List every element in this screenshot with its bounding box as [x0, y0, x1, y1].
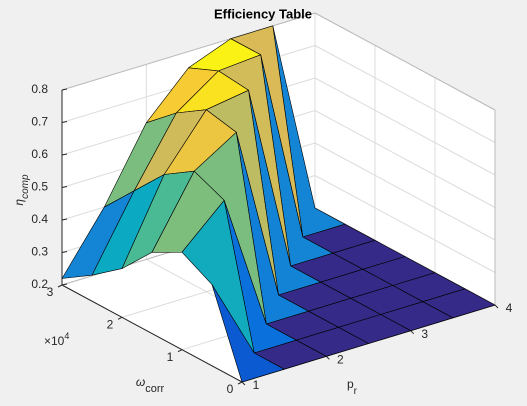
surface-patch — [211, 284, 285, 383]
x-axis-label: pr — [347, 377, 358, 396]
grid-line — [314, 142, 496, 241]
x-tick-label: 1 — [253, 378, 260, 392]
x-label-main: p — [347, 377, 354, 391]
grid-line — [314, 175, 496, 273]
x-label-sub: r — [354, 386, 358, 397]
tick-mark — [61, 283, 68, 286]
z-label-sub: comp — [20, 174, 31, 199]
z-axis-label: ηcomp — [12, 174, 30, 206]
tick-mark — [177, 349, 183, 353]
tick-mark — [61, 186, 68, 188]
x-tick-label: 3 — [421, 327, 428, 341]
z-label-main: η — [12, 199, 26, 206]
axis-line — [61, 284, 243, 383]
y-axis-label: ωcorr — [136, 375, 165, 395]
y-tick-label: 1 — [167, 350, 174, 364]
chart-title: Efficiency Table — [214, 6, 312, 21]
tick-mark — [61, 153, 68, 156]
tick-mark — [61, 121, 68, 123]
tick-mark — [237, 381, 243, 385]
axes — [57, 12, 499, 386]
z-tick-label: 0.6 — [31, 147, 48, 161]
tick-mark — [61, 251, 68, 253]
z-tick-label: 0.4 — [31, 212, 48, 226]
z-tick-label: 0.5 — [31, 180, 48, 194]
tick-mark — [57, 284, 63, 288]
tick-mark — [61, 88, 68, 91]
tick-mark — [325, 355, 330, 360]
z-tick-label: 0.3 — [31, 245, 48, 259]
grid-line — [314, 110, 496, 208]
grid-line — [314, 45, 496, 143]
y-label-sub: corr — [145, 383, 164, 395]
tick-mark — [494, 304, 499, 309]
y-tick-label: 3 — [47, 285, 54, 299]
tick-mark — [117, 316, 123, 320]
z-tick-label: 0.8 — [31, 82, 48, 96]
grid-line — [314, 77, 496, 176]
x-tick-label: 4 — [506, 301, 513, 315]
y-exponent-base: ×10 — [44, 334, 65, 348]
z-tick-label: 0.2 — [31, 277, 48, 291]
y-tick-label: 2 — [107, 318, 114, 332]
tick-mark — [410, 330, 415, 335]
y-exponent-power: 4 — [64, 331, 69, 341]
box-edge — [314, 12, 496, 111]
tick-mark — [61, 218, 68, 221]
x-tick-label: 2 — [337, 353, 344, 367]
tick-mark — [241, 381, 246, 386]
z-tick-label: 0.7 — [31, 115, 48, 129]
y-label-main: ω — [136, 375, 145, 389]
y-tick-label: 0 — [227, 382, 234, 396]
y-exponent: ×104 — [44, 331, 69, 348]
